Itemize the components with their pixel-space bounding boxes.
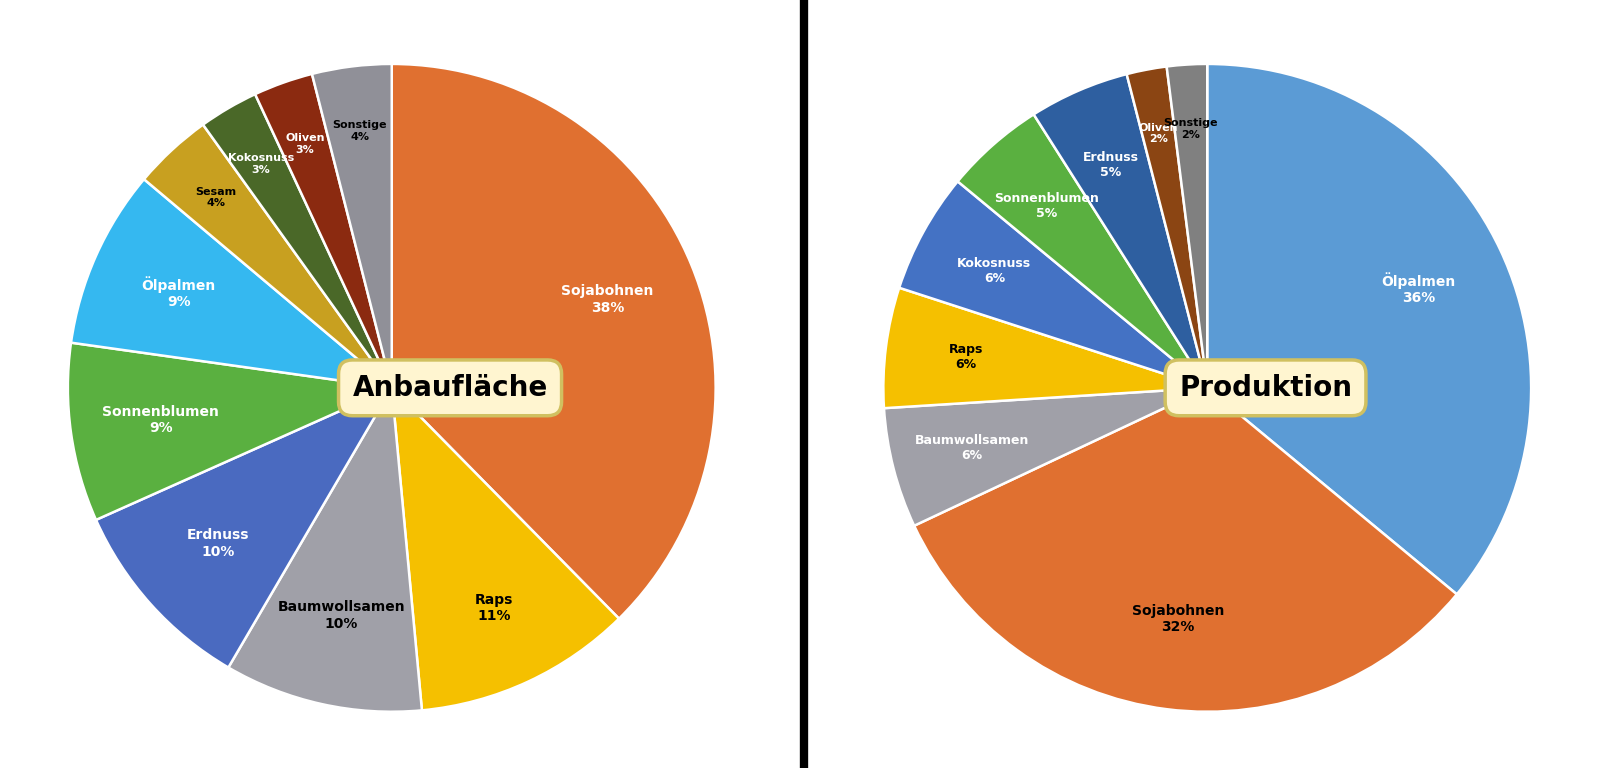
Text: Sojabohnen
32%: Sojabohnen 32% [1132, 604, 1225, 634]
Text: Kokosnuss
3%: Kokosnuss 3% [229, 154, 294, 175]
Text: Raps
11%: Raps 11% [475, 593, 513, 623]
Text: Produktion: Produktion [1178, 374, 1353, 402]
Wedge shape [1033, 74, 1207, 388]
Text: Ölpalmen
9%: Ölpalmen 9% [142, 276, 216, 310]
Wedge shape [884, 388, 1207, 526]
Wedge shape [958, 114, 1207, 388]
Wedge shape [256, 74, 392, 388]
Text: Kokosnuss
6%: Kokosnuss 6% [958, 257, 1031, 285]
Text: Erdnuss
5%: Erdnuss 5% [1083, 151, 1138, 179]
Wedge shape [392, 388, 619, 710]
Wedge shape [229, 388, 422, 712]
Text: Baumwollsamen
10%: Baumwollsamen 10% [278, 601, 405, 631]
Wedge shape [312, 64, 392, 388]
Wedge shape [1207, 64, 1532, 594]
Text: Oliven
2%: Oliven 2% [1138, 123, 1178, 144]
Wedge shape [392, 64, 716, 619]
Wedge shape [96, 388, 392, 667]
Wedge shape [144, 124, 392, 388]
Text: Anbaufläche: Anbaufläche [352, 374, 548, 402]
Text: Sonnenblumen
5%: Sonnenblumen 5% [995, 192, 1099, 220]
Text: Erdnuss
10%: Erdnuss 10% [187, 528, 249, 558]
Wedge shape [899, 181, 1207, 388]
Text: Sonnenblumen
9%: Sonnenblumen 9% [102, 406, 219, 435]
Text: Sojabohnen
38%: Sojabohnen 38% [561, 284, 654, 315]
Wedge shape [915, 388, 1457, 712]
Text: Ölpalmen
36%: Ölpalmen 36% [1382, 272, 1455, 305]
Text: Baumwollsamen
6%: Baumwollsamen 6% [915, 434, 1030, 462]
Text: Sonstige
2%: Sonstige 2% [1164, 118, 1218, 140]
Text: Raps
6%: Raps 6% [950, 343, 983, 372]
Text: Oliven
3%: Oliven 3% [285, 133, 325, 154]
Wedge shape [1127, 67, 1207, 388]
Wedge shape [1167, 64, 1207, 388]
Wedge shape [67, 343, 392, 520]
Text: Sesam
4%: Sesam 4% [195, 187, 237, 208]
Wedge shape [883, 288, 1207, 408]
Wedge shape [203, 94, 392, 388]
Text: Sonstige
4%: Sonstige 4% [333, 120, 387, 141]
Wedge shape [70, 179, 392, 388]
